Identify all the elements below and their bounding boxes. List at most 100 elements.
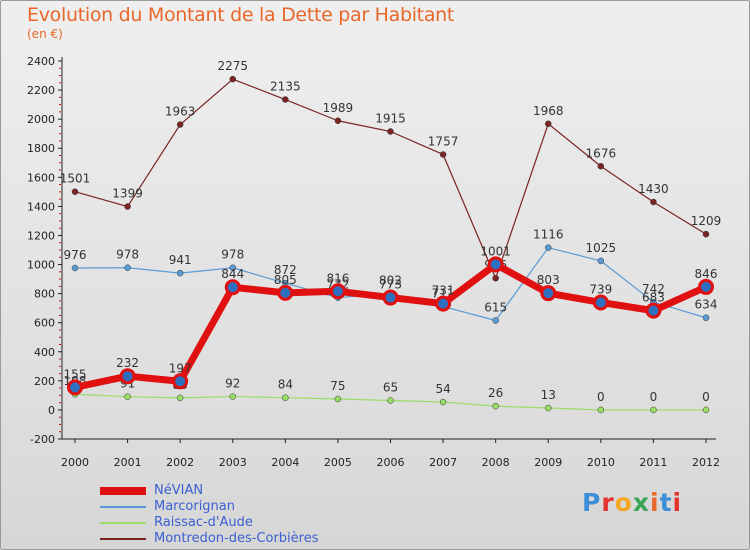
y-tick-label: 2000: [27, 113, 55, 126]
data-label: 197: [169, 361, 192, 375]
data-point: [124, 264, 131, 271]
legend-label: NéVIAN: [154, 483, 204, 498]
logo-letter: t: [659, 488, 673, 517]
data-label: 1001: [480, 244, 511, 258]
x-tick-label: 2003: [219, 456, 247, 469]
x-tick-label: 2008: [482, 456, 510, 469]
data-label: 1025: [586, 241, 617, 255]
data-point: [229, 393, 236, 400]
x-tick-label: 2010: [587, 456, 615, 469]
data-label: 0: [650, 390, 658, 404]
data-point: [702, 230, 710, 238]
x-tick-label: 2002: [166, 456, 194, 469]
y-tick-label: -200: [30, 433, 55, 446]
x-tick-label: 2001: [114, 456, 142, 469]
data-point: [487, 256, 504, 273]
data-point: [387, 397, 394, 404]
y-tick-label: 1800: [27, 142, 55, 155]
x-tick-label: 2011: [639, 456, 667, 469]
data-point: [387, 128, 394, 135]
data-label: 846: [695, 267, 718, 281]
legend-item: Marcorignan: [100, 499, 400, 516]
legend-swatch: [100, 506, 146, 508]
logo-letter: r: [601, 488, 615, 517]
data-point: [119, 368, 136, 385]
data-label: 26: [488, 386, 503, 400]
logo-letter: o: [614, 488, 633, 517]
legend-swatch: [100, 538, 146, 540]
data-label: 65: [383, 380, 398, 394]
data-point: [650, 198, 657, 206]
data-point: [382, 289, 399, 306]
data-label: 1989: [323, 101, 354, 115]
data-label: 802: [379, 273, 402, 287]
x-tick-label: 2009: [534, 456, 562, 469]
data-label: 2275: [217, 59, 248, 73]
data-label: 155: [64, 367, 87, 381]
data-label: 742: [642, 282, 665, 296]
legend-label: Raissac-d'Aude: [154, 515, 253, 530]
data-point: [334, 395, 342, 403]
data-point: [124, 203, 131, 210]
data-point: [176, 269, 184, 277]
data-label: 1915: [375, 112, 406, 126]
data-point: [698, 278, 714, 295]
data-point: [67, 379, 83, 396]
legend-label: Marcorignan: [154, 499, 235, 514]
y-tick-label: 200: [34, 375, 55, 388]
data-point: [176, 394, 184, 402]
y-tick-label: 800: [34, 288, 55, 301]
data-label: 1968: [533, 104, 564, 118]
data-label: 1209: [691, 214, 722, 228]
logo-letter: P: [582, 488, 602, 517]
y-tick-label: 2200: [27, 84, 55, 97]
data-point: [645, 302, 662, 319]
x-tick-label: 2007: [429, 456, 457, 469]
x-tick-label: 2006: [377, 456, 405, 469]
data-point: [597, 163, 605, 170]
data-point: [702, 406, 710, 414]
y-tick-label: 1400: [27, 200, 55, 213]
data-label: 84: [278, 378, 293, 392]
data-label: 634: [695, 298, 718, 312]
y-tick-label: 2400: [27, 55, 55, 68]
data-point: [224, 279, 241, 296]
x-tick-label: 2004: [271, 456, 299, 469]
data-point: [545, 244, 552, 251]
data-label: 1116: [533, 228, 564, 242]
legend-item: NéVIAN: [100, 483, 400, 500]
data-label: 0: [702, 390, 710, 404]
data-point: [71, 188, 79, 195]
data-point: [540, 285, 557, 302]
y-tick-label: 1000: [27, 259, 55, 272]
data-point: [492, 402, 499, 410]
data-point: [229, 264, 236, 271]
data-label: 0: [597, 390, 605, 404]
data-label: 773: [379, 278, 402, 292]
data-label: 1757: [428, 134, 459, 148]
data-point: [71, 264, 79, 272]
data-label: 1399: [112, 187, 143, 201]
data-label: 941: [169, 253, 192, 267]
data-point: [435, 295, 452, 312]
data-point: [492, 274, 499, 282]
data-label: 54: [435, 382, 450, 396]
legend-item: Raissac-d'Aude: [100, 515, 400, 532]
x-tick-label: 2000: [61, 456, 89, 469]
data-label: 683: [642, 291, 665, 305]
legend-item: Montredon-des-Corbières: [100, 531, 400, 548]
proxiti-logo: Proxiti: [582, 488, 682, 517]
data-label: 872: [274, 263, 297, 277]
data-label: 731: [432, 284, 455, 298]
data-point: [597, 257, 605, 265]
data-point: [545, 404, 552, 412]
data-label: 232: [116, 356, 139, 370]
data-label: 978: [221, 248, 244, 262]
data-label: 739: [589, 282, 612, 296]
data-label: 13: [541, 388, 556, 402]
data-point: [650, 406, 657, 414]
data-label: 2135: [270, 80, 301, 94]
data-label: 75: [330, 379, 345, 393]
chart-title: Evolution du Montant de la Dette par Hab…: [27, 4, 455, 26]
y-tick-label: 0: [48, 404, 55, 417]
